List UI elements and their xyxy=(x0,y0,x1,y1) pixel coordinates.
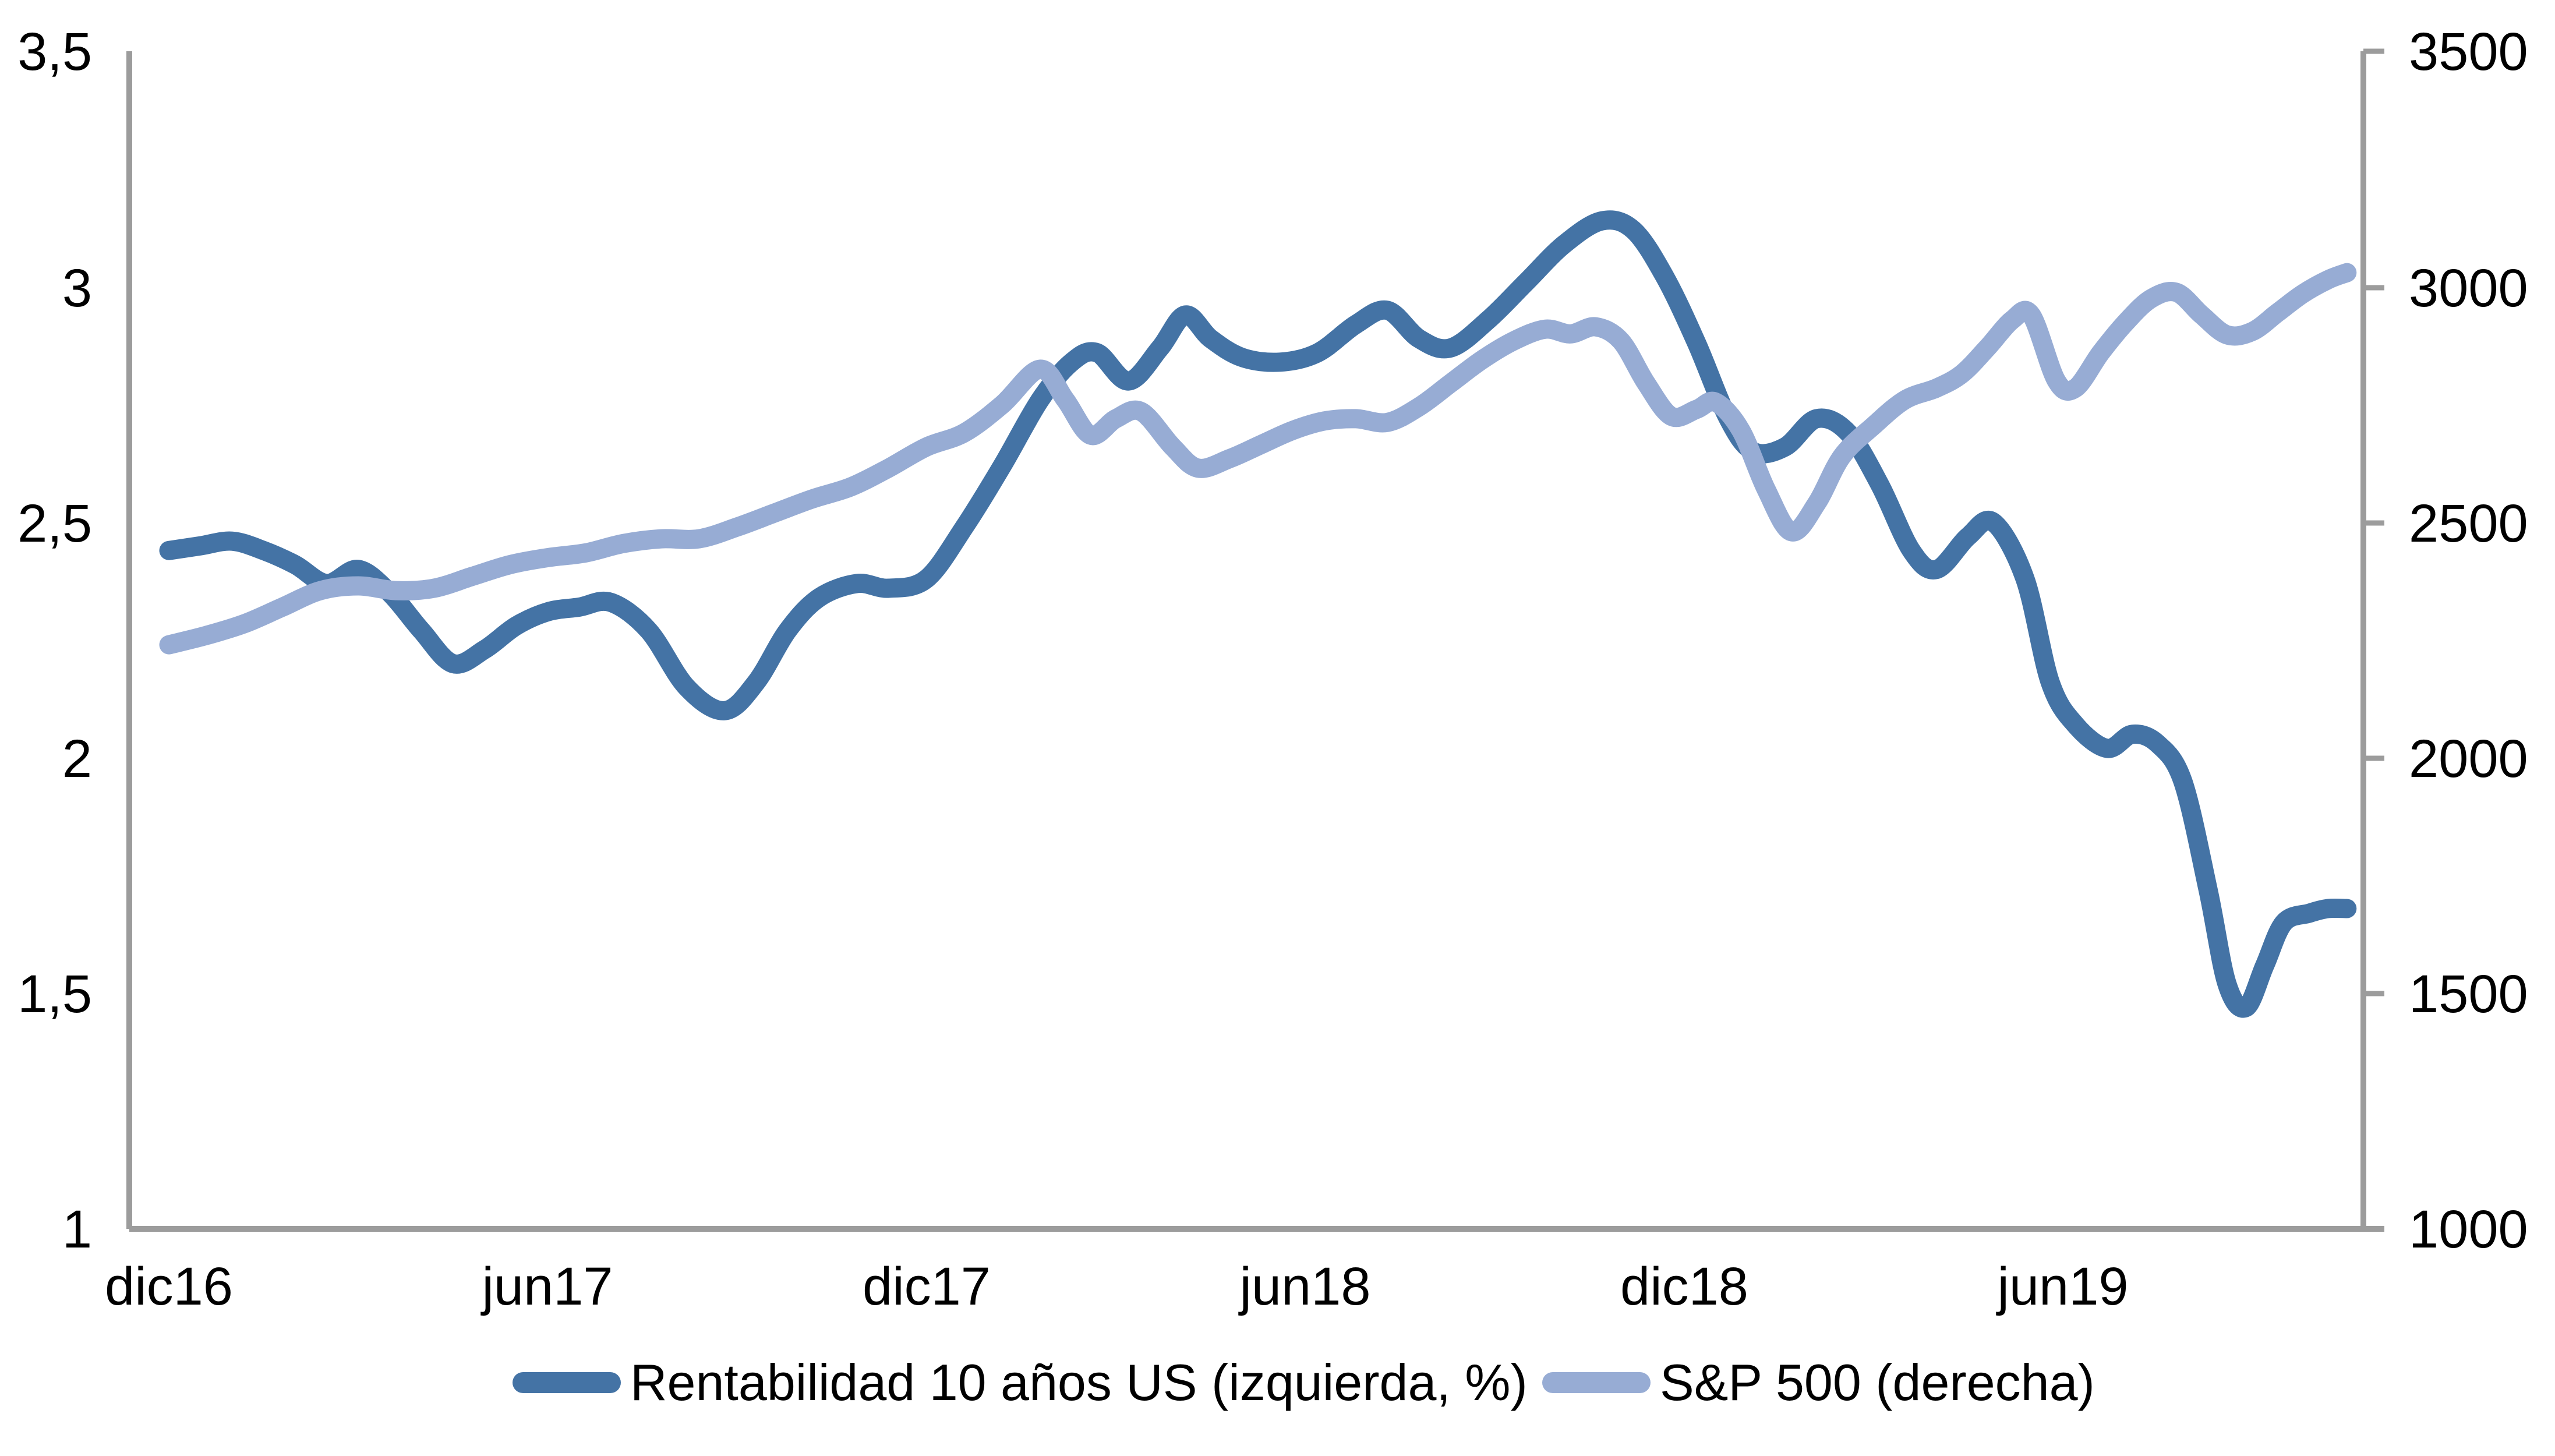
series-line-rentabilidad-10y xyxy=(159,210,2357,1018)
left-tick-label: 3,5 xyxy=(17,22,92,82)
x-tick-label-dic18: dic18 xyxy=(1620,1257,1748,1316)
x-tick-label-jun19: jun19 xyxy=(1995,1257,2128,1316)
legend-label-rentabilidad: Rentabilidad 10 años US (izquierda, %) xyxy=(630,1353,1528,1411)
left-tick-label: 1 xyxy=(62,1200,92,1259)
left-tick-label: 1,5 xyxy=(17,964,92,1024)
series-layer xyxy=(159,210,2357,1018)
right-tick-label: 2000 xyxy=(2409,729,2528,789)
right-tick-label: 1500 xyxy=(2409,964,2528,1024)
right-axis-labels: 3500 3000 2500 2000 1500 1000 xyxy=(2409,22,2528,1259)
right-axis-ticks xyxy=(2363,48,2384,1232)
chart-legend: Rentabilidad 10 años US (izquierda, %) S… xyxy=(513,1353,2095,1411)
right-tick-label: 2500 xyxy=(2409,494,2528,553)
legend-swatch-sp500 xyxy=(1542,1372,1651,1393)
x-tick-label-dic16: dic16 xyxy=(105,1257,233,1316)
x-tick-label-jun18: jun18 xyxy=(1238,1257,1370,1316)
left-tick-label: 2,5 xyxy=(17,494,92,553)
x-tick-label-dic17: dic17 xyxy=(863,1257,991,1316)
right-tick-label: 3000 xyxy=(2409,259,2528,318)
x-tick-label-jun17: jun17 xyxy=(480,1257,613,1316)
left-tick-label: 2 xyxy=(62,729,92,789)
left-tick-label: 3 xyxy=(62,259,92,318)
legend-swatch-rentabilidad xyxy=(513,1372,621,1393)
series-line-sp500 xyxy=(159,263,2357,655)
left-axis-labels: 3,5 3 2,5 2 1,5 1 xyxy=(17,22,92,1259)
x-axis-labels: dic16 jun17 dic17 jun18 dic18 jun19 xyxy=(105,1257,2129,1316)
legend-label-sp500: S&P 500 (derecha) xyxy=(1660,1353,2095,1411)
right-tick-label: 3500 xyxy=(2409,22,2528,82)
right-tick-label: 1000 xyxy=(2409,1200,2528,1259)
